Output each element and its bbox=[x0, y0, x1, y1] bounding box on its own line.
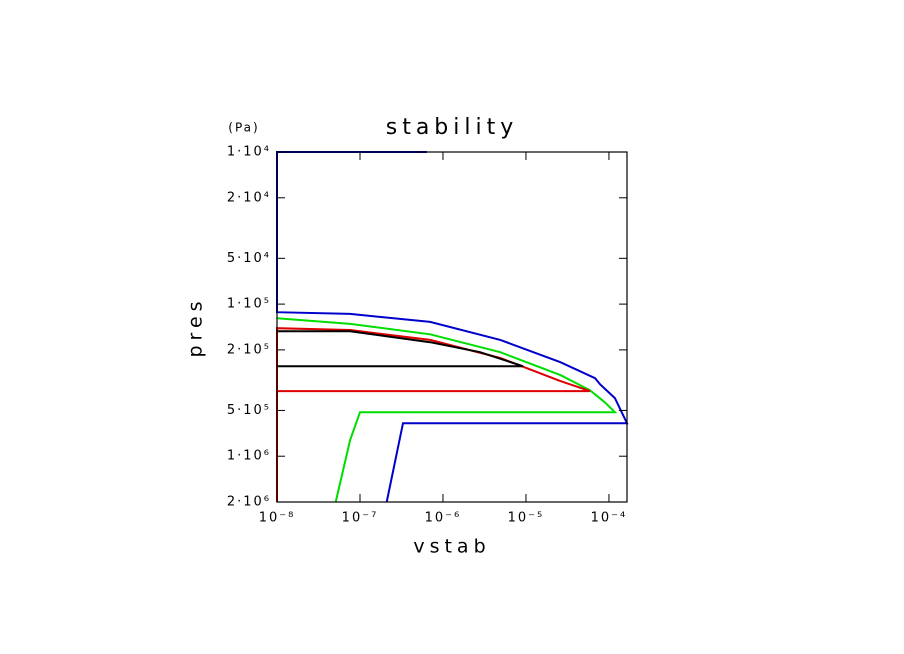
y-tick-label: 2·10⁵ bbox=[227, 342, 271, 357]
y-unit: (Pa) bbox=[228, 121, 259, 135]
x-tick-label: 10⁻⁷ bbox=[342, 511, 379, 526]
x-tick-label: 10⁻⁶ bbox=[425, 511, 462, 526]
x-tick-label: 10⁻⁴ bbox=[591, 511, 628, 526]
data-line bbox=[277, 330, 524, 368]
chart-title: stability bbox=[386, 115, 519, 140]
y-tick-label: 5·10⁵ bbox=[227, 403, 271, 418]
y-tick-label: 1·10⁵ bbox=[227, 297, 271, 312]
y-axis-label: pres bbox=[185, 296, 207, 357]
x-tick-label: 10⁻⁵ bbox=[508, 511, 545, 526]
x-tick-label: 10⁻⁸ bbox=[259, 511, 296, 526]
y-tick-label: 2·10⁶ bbox=[227, 495, 271, 510]
y-tick-label: 1·10⁶ bbox=[227, 449, 271, 464]
y-tick-label: 2·10⁴ bbox=[227, 190, 271, 205]
y-tick-label: 5·10⁴ bbox=[227, 251, 271, 266]
plot-frame bbox=[276, 151, 628, 503]
x-axis-label: vstab bbox=[413, 536, 490, 558]
y-tick-label: 1·10⁴ bbox=[227, 145, 271, 160]
